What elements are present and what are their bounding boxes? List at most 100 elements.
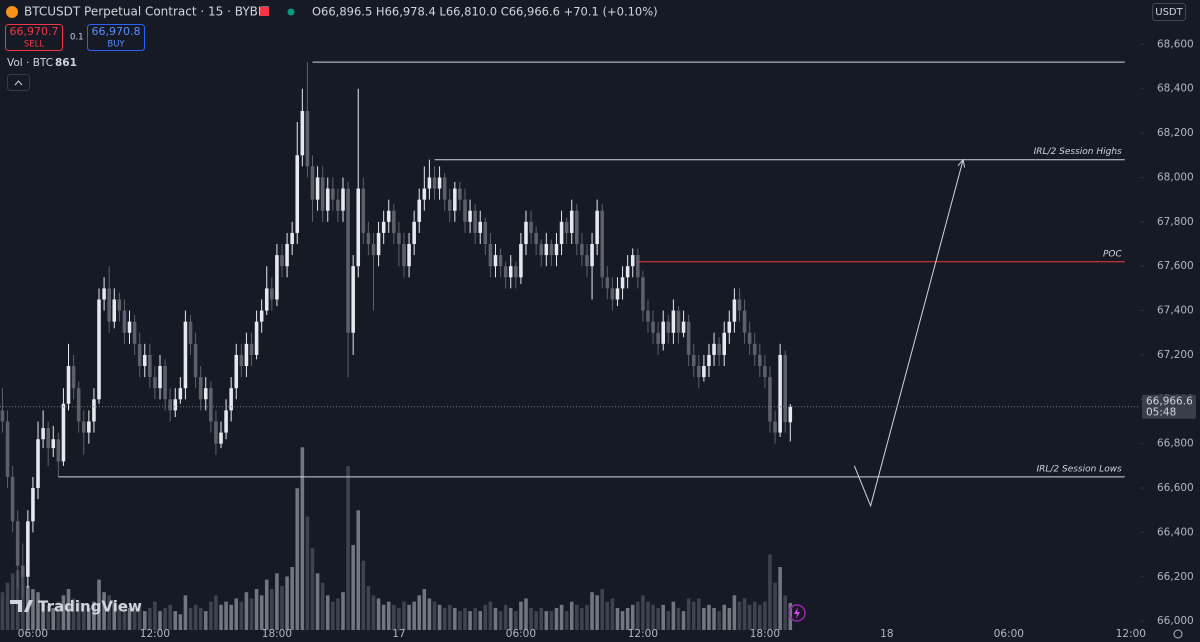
candle-body (229, 388, 233, 411)
volume-bar (478, 611, 483, 630)
candle-body (331, 188, 335, 200)
volume-bar (66, 589, 71, 630)
candle-body (615, 288, 620, 300)
symbol-title[interactable]: BTCUSDT Perpetual Contract · 15 · BYBIT (24, 5, 269, 19)
alert-bolt (794, 607, 800, 619)
volume-bar (590, 592, 594, 630)
countdown: 05:48 (1146, 407, 1176, 419)
projection-arrowhead (957, 158, 966, 168)
candle-body (742, 310, 747, 333)
volume-bar (758, 604, 762, 630)
candle-body (346, 188, 350, 333)
candle-body (0, 410, 5, 422)
volume-bar (198, 607, 203, 630)
candle-body (478, 221, 483, 233)
volume-bar (524, 598, 528, 630)
candle-body (590, 244, 594, 267)
candle-body (254, 321, 259, 355)
candle-body (320, 177, 325, 211)
candle-body (249, 343, 254, 355)
volume-bar (519, 601, 523, 630)
candle-body (81, 421, 86, 433)
volume-bar (264, 579, 269, 630)
volume-bar (539, 607, 544, 630)
candle-body (747, 332, 752, 344)
collapse-button[interactable] (7, 74, 30, 91)
candle-body (752, 343, 757, 355)
y-tick-label: 66,800 (1157, 438, 1194, 450)
candle-body (519, 244, 523, 278)
y-tick-label: 67,400 (1157, 305, 1194, 317)
volume-bar (46, 604, 50, 630)
volume-bar (407, 604, 411, 630)
level-label: IRL/2 Session Highs (1034, 147, 1122, 157)
volume-bar (585, 604, 589, 630)
volume-bar (107, 595, 111, 630)
volume-bar (87, 607, 91, 630)
volume-bar (605, 601, 610, 630)
volume-bar (36, 592, 40, 630)
ohlc-values: O66,896.5 H66,978.4 L66,810.0 C66,966.6 … (312, 5, 658, 19)
spread: 0.1 (70, 33, 84, 43)
alert-icon[interactable] (788, 604, 806, 622)
volume-bar (569, 601, 574, 630)
volume-bar (447, 604, 452, 630)
level-label: IRL/2 Session Lows (1036, 464, 1122, 474)
candle-body (717, 343, 721, 355)
volume-bar (366, 585, 371, 630)
candle-body (564, 221, 569, 233)
flag-icon[interactable] (260, 7, 269, 16)
sell-button[interactable] (5, 24, 63, 51)
volume-bar (615, 607, 620, 630)
candle-body (92, 399, 96, 422)
candle-body (259, 310, 264, 322)
buy-button[interactable] (87, 24, 145, 51)
currency: USDT (1155, 7, 1183, 18)
last-price-label: 66,966.6 (1146, 396, 1193, 408)
volume-bar (768, 554, 772, 630)
candle-body (341, 188, 345, 211)
candle-body (10, 476, 15, 522)
volume-bar (142, 611, 147, 630)
volume-bar (158, 611, 162, 630)
candle-body (5, 421, 10, 477)
candle-body (397, 232, 401, 245)
candle-body (524, 221, 528, 245)
volume-bar (412, 601, 416, 630)
volume-bar (554, 607, 559, 630)
currency-button[interactable] (1152, 3, 1186, 21)
volume-bar (503, 604, 508, 630)
level-label: POC (1103, 249, 1123, 259)
brand-name[interactable]: TradingView (38, 598, 142, 616)
volume-bar (285, 576, 289, 630)
volume-bar (224, 601, 228, 630)
candle-body (646, 310, 650, 322)
volume-bar (341, 592, 345, 630)
volume-bar (361, 560, 366, 630)
volume-bar (51, 607, 56, 630)
x-tick-label: 18 (880, 628, 893, 640)
candle-body (707, 354, 711, 367)
buy-price: 66,970.8 (92, 25, 141, 38)
volume-bar (783, 595, 787, 630)
candle-body (559, 221, 564, 245)
volume-bar (508, 607, 513, 630)
candle-body (783, 354, 787, 423)
candle-body (310, 166, 315, 200)
volume-bar (747, 604, 752, 630)
candle-body (188, 321, 193, 344)
volume-bar (630, 604, 635, 630)
y-tick-label: 68,400 (1157, 83, 1194, 95)
settings-icon[interactable] (1173, 629, 1183, 639)
candle-body (264, 288, 269, 311)
volume-bar (458, 611, 462, 630)
candle-body (549, 244, 554, 256)
y-tick-label: 67,200 (1157, 349, 1194, 361)
volume-layer (0, 447, 793, 630)
volume-bar (244, 592, 249, 630)
candle-body (651, 321, 655, 333)
candle-body (529, 221, 533, 233)
volume-bar (163, 607, 167, 630)
volume-bar (686, 598, 691, 630)
candle-body (132, 321, 137, 344)
